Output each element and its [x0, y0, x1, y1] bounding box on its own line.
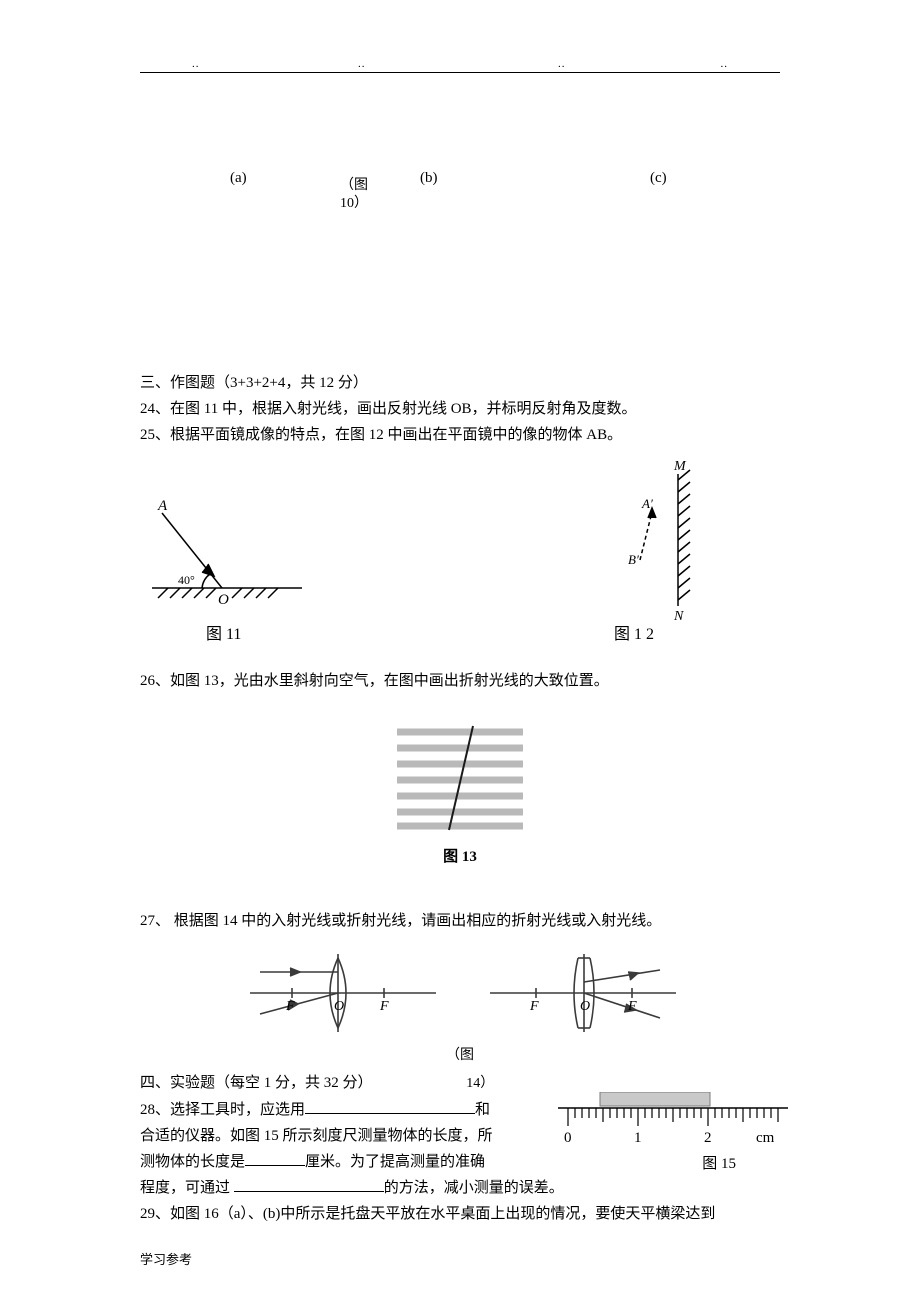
fig12-label-N: N: [673, 609, 684, 624]
fig14-F3: F: [529, 999, 539, 1014]
label-c: (c): [650, 170, 667, 187]
q29-text: 29、如图 16（a）、(b)中所示是托盘天平放在水平桌面上出现的情况，要使天平…: [140, 1201, 780, 1227]
figure-12: M N A′ B′: [600, 456, 720, 626]
label-b: (b): [420, 170, 438, 187]
figure-14-row: F O F F O F: [140, 948, 780, 1038]
fig11-label-O: O: [218, 592, 229, 608]
figure-13: [385, 718, 535, 836]
label-fig10-top: （图: [340, 174, 368, 194]
q24-text: 24、在图 11 中，根据入射光线，画出反射光线 OB，并标明反射角及度数。: [140, 396, 780, 422]
ruler-tick-1: 1: [634, 1130, 642, 1146]
header-dot: ..: [358, 58, 366, 70]
fig10-label-row: (a) （图 (b) (c) 10）: [140, 170, 780, 230]
blank-3[interactable]: [234, 1176, 384, 1192]
fig11-angle: 40°: [178, 573, 195, 587]
fig15-caption: 图 15: [702, 1152, 736, 1173]
header-dot: ..: [721, 58, 729, 70]
ruler-tick-2: 2: [704, 1130, 712, 1146]
q25-text: 25、根据平面镜成像的特点，在图 12 中画出在平面镜中的像的物体 AB。: [140, 422, 780, 448]
section4-title: 四、实验题（每空 1 分，共 32 分）: [140, 1075, 373, 1091]
fig14-O2: O: [580, 999, 590, 1014]
figure-15-ruler: 0 1 2 cm: [558, 1092, 788, 1150]
blank-2[interactable]: [245, 1150, 305, 1166]
figure-13-wrap: 图 13: [140, 718, 780, 866]
fig13-caption: 图 13: [140, 845, 780, 866]
fig12-label-M: M: [673, 459, 687, 474]
header-rule: .. .. .. ..: [140, 72, 780, 80]
label-fig10-bottom: 10）: [340, 192, 368, 212]
section3-title: 三、作图题（3+3+2+4，共 12 分）: [140, 370, 780, 396]
header-dot: ..: [192, 58, 200, 70]
fig12-label-Ap: A′: [641, 496, 653, 511]
fig14-caption-top: （图: [140, 1044, 780, 1064]
q28-line2: 合适的仪器。如图 15 所示刻度尺测量物体的长度，所: [140, 1123, 500, 1149]
q26-text: 26、如图 13，光由水里斜射向空气，在图中画出折射光线的大致位置。: [140, 668, 780, 694]
fig14-F2: F: [379, 999, 389, 1014]
q28-line3: 测物体的长度是厘米。为了提高测量的准确: [140, 1149, 500, 1175]
q28-line4: 程度，可通过 的方法，减小测量的误差。: [140, 1175, 780, 1201]
fig12-label-Bp: B′: [628, 552, 639, 567]
section-3: 三、作图题（3+3+2+4，共 12 分） 24、在图 11 中，根据入射光线，…: [140, 370, 780, 1227]
figure-14: F O F F O F: [230, 948, 690, 1038]
fig12-caption: 图 1 2: [614, 620, 654, 644]
footer-text: 学习参考: [140, 1249, 192, 1268]
section-4: 四、实验题（每空 1 分，共 32 分） 14） 28、选择工具时，应选用和 合…: [140, 1070, 780, 1227]
header-dot: ..: [558, 58, 566, 70]
figure-11: A 40° O: [152, 468, 312, 618]
fig11-label-A: A: [157, 498, 168, 514]
fig14-caption-bottom: 14）: [466, 1076, 494, 1091]
ruler-unit: cm: [756, 1130, 775, 1146]
ruler-tick-0: 0: [564, 1130, 572, 1146]
fig11-caption: 图 11: [206, 620, 241, 644]
fig14-O1: O: [334, 999, 344, 1014]
fig11-12-row: A 40° O 图 11: [140, 468, 780, 668]
label-a: (a): [230, 170, 247, 187]
q27-text: 27、 根据图 14 中的入射光线或折射光线，请画出相应的折射光线或入射光线。: [140, 908, 780, 934]
fig14-F1: F: [285, 999, 295, 1014]
blank-1[interactable]: [305, 1098, 475, 1114]
fig14-F4: F: [627, 999, 637, 1014]
